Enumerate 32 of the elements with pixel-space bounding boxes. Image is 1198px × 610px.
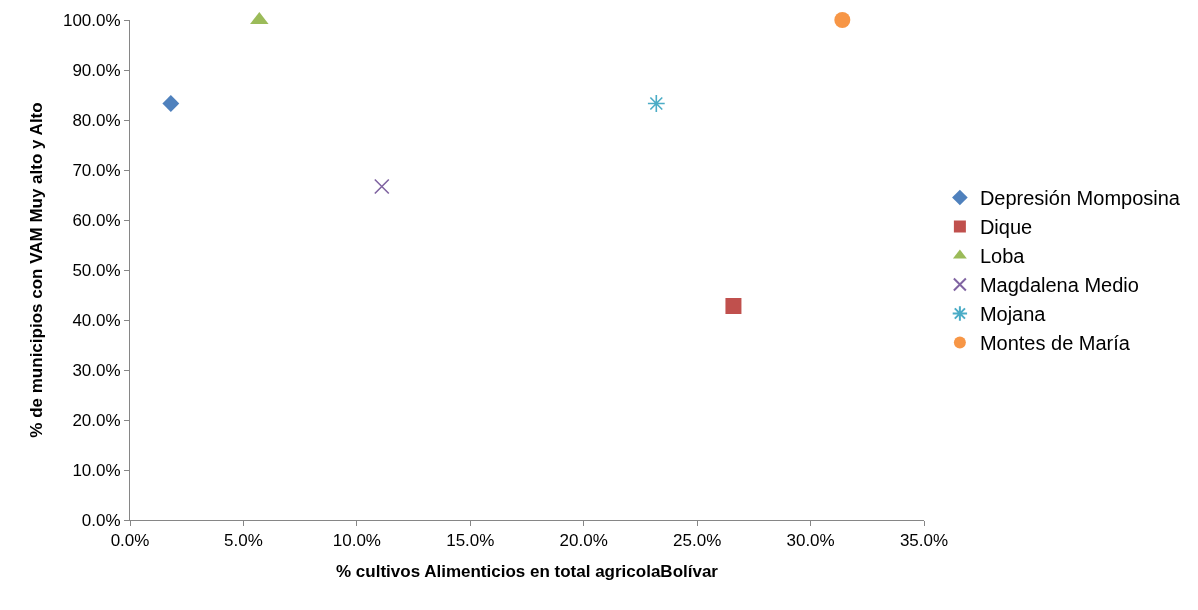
y-tick-label: 60.0% (72, 210, 121, 230)
legend-label: Depresión Momposina (979, 187, 1181, 210)
point (647, 94, 666, 113)
legend-label: Magdalena Medio (979, 274, 1139, 297)
y-tick-label: 90.0% (72, 60, 121, 80)
x-axis-title: % cultivos Alimenticios en total agricolaBolívar (336, 561, 719, 581)
x-tick-label: 10.0% (332, 531, 381, 551)
x-tick-label: 15.0% (446, 531, 495, 551)
y-tick-label: 80.0% (72, 110, 121, 130)
x-tick-label: 5.0% (224, 531, 263, 551)
x-tick-label: 30.0% (786, 531, 835, 551)
y-tick-label: 40.0% (72, 310, 121, 330)
x-tick-label: 35.0% (899, 531, 949, 551)
y-tick-label: 0.0% (81, 510, 121, 530)
point (834, 12, 851, 28)
legend-label: Loba (979, 245, 1026, 268)
x-tick-label: 0.0% (110, 531, 150, 551)
point (725, 298, 742, 314)
point (162, 95, 180, 112)
x-tick-label: 25.0% (673, 531, 722, 551)
y-tick-label: 50.0% (72, 260, 121, 280)
y-axis-title: % de municipios con VAM Muy alto y Alto (27, 102, 47, 438)
legend-label: Montes de María (979, 332, 1131, 355)
y-tick-label: 100.0% (62, 10, 121, 30)
y-tick-label: 20.0% (72, 410, 121, 430)
y-tick-label: 30.0% (72, 360, 121, 380)
legend-label: Mojana (979, 303, 1047, 326)
y-tick-label: 10.0% (72, 460, 121, 480)
legend-label: Dique (979, 216, 1033, 239)
x-tick-label: 20.0% (559, 531, 608, 551)
point (374, 178, 390, 195)
y-tick-label: 70.0% (72, 160, 121, 180)
